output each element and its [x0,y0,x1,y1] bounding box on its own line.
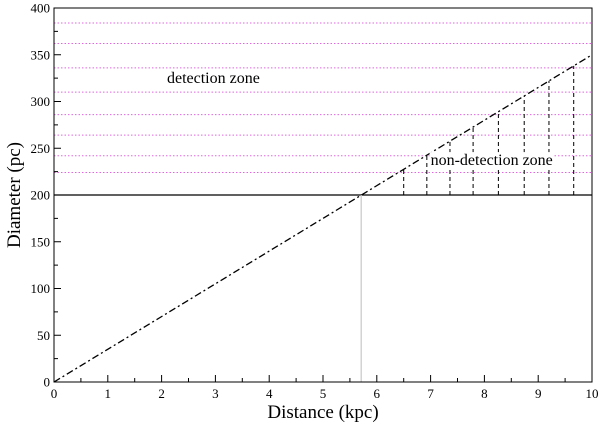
non-detection-label-background [429,152,554,170]
detection-zone-label: detection zone [167,70,260,87]
x-tick-label-0: 0 [51,386,58,401]
x-tick-label-6: 6 [374,386,381,401]
y-tick-label-250: 250 [31,141,51,156]
y-tick-label-0: 0 [44,375,51,390]
non-detection-zone-label: non-detection zone [431,152,553,169]
x-tick-label-8: 8 [481,386,488,401]
y-tick-label-300: 300 [31,94,51,109]
y-tick-label-100: 100 [31,281,51,296]
y-tick-label-200: 200 [31,188,51,203]
y-tick-label-400: 400 [31,1,51,16]
y-tick-label-50: 50 [37,328,50,343]
x-tick-label-4: 4 [266,386,273,401]
x-axis-title: Distance (kpc) [267,402,378,423]
zone-layer [54,22,592,195]
x-tick-label-3: 3 [212,386,219,401]
y-axis-title: Diameter (pc) [4,142,25,248]
y-tick-label-150: 150 [31,234,51,249]
x-tick-label-9: 9 [535,386,542,401]
x-tick-label-10: 10 [586,386,599,401]
x-tick-label-1: 1 [105,386,112,401]
diagonal-dash-dot-line [53,54,593,383]
x-tick-label-2: 2 [158,386,165,401]
x-tick-label-5: 5 [320,386,327,401]
series-layer [53,54,593,383]
y-tick-label-350: 350 [31,47,51,62]
x-tick-label-7: 7 [427,386,434,401]
